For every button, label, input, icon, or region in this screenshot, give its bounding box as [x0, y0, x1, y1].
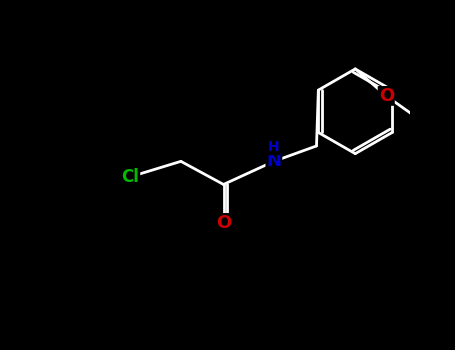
- Text: O: O: [379, 87, 394, 105]
- Text: O: O: [216, 214, 231, 232]
- Text: N: N: [266, 152, 281, 170]
- Text: Cl: Cl: [121, 168, 139, 186]
- Text: H: H: [268, 140, 280, 154]
